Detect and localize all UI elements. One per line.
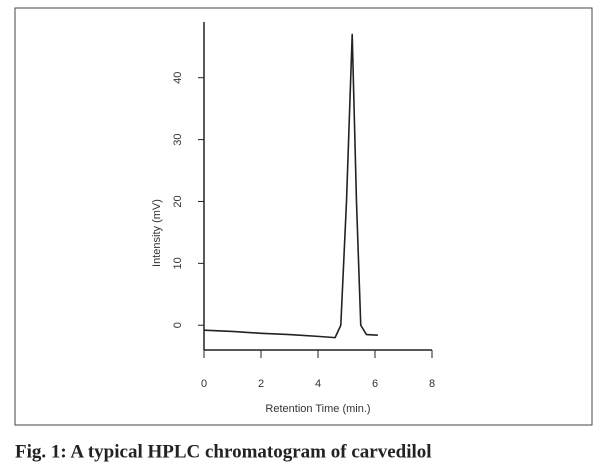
x-tick-label: 8 [429, 378, 435, 390]
frame [14, 7, 593, 426]
y-tick-label: 0 [172, 322, 184, 328]
y-tick-label: 10 [172, 257, 184, 269]
line [203, 33, 378, 339]
x-tick-label: 2 [258, 378, 264, 390]
x-tick-label: 4 [315, 378, 321, 390]
x-tick-label: 6 [372, 378, 378, 390]
caption: Fig. 1: A typical HPLC chromatogram of c… [15, 441, 432, 462]
y-tick-label: 20 [172, 195, 184, 207]
y-tick-label: 30 [172, 133, 184, 145]
y-tick-label: 40 [172, 72, 184, 84]
x-tick-label: 0 [201, 378, 207, 390]
y-axis-label: Intensity (mV) [151, 199, 163, 267]
x-axis-label: Retention Time (min.) [265, 403, 370, 415]
